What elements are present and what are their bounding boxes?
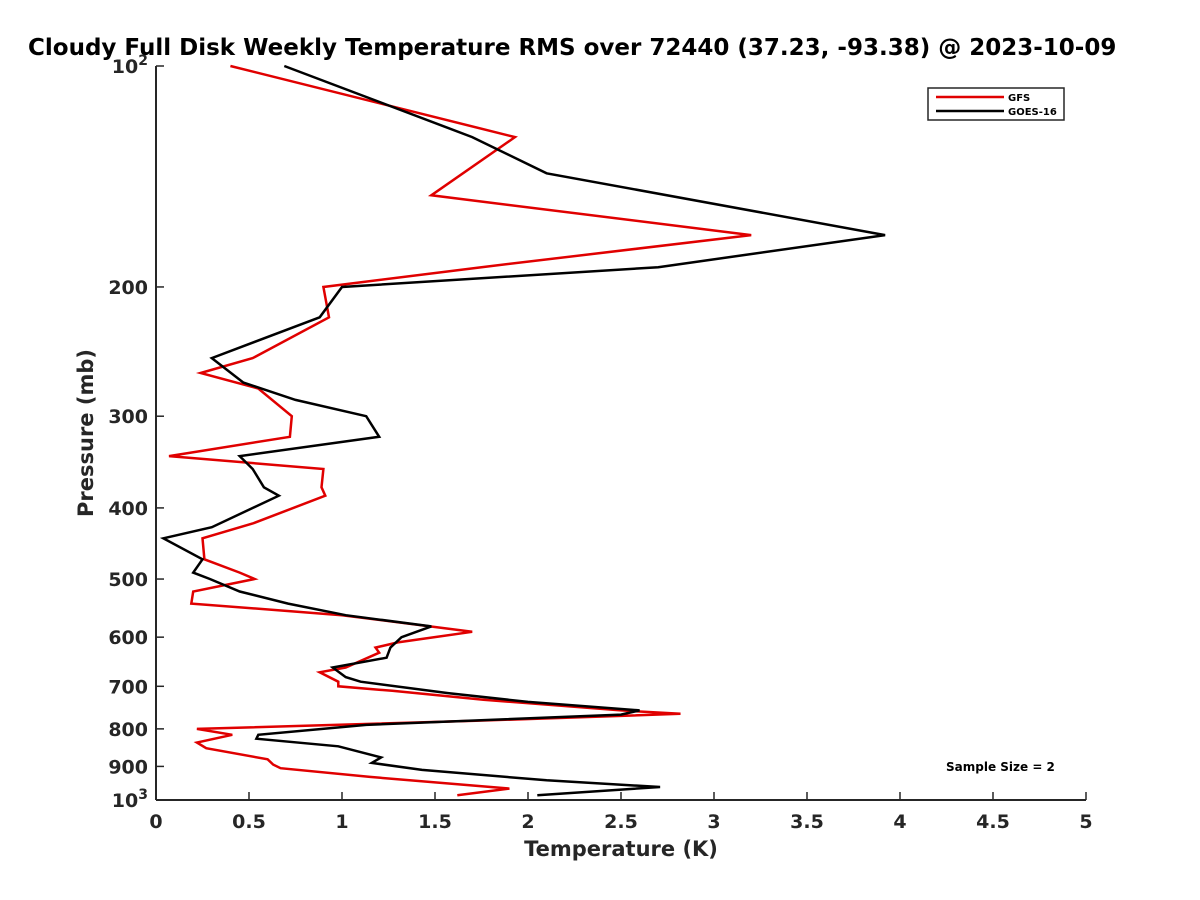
series-line-goes16: [159, 64, 886, 797]
legend-label-gfs: GFS: [1008, 93, 1030, 104]
y-tick-label: 800: [108, 719, 148, 741]
y-tick-label: 400: [108, 498, 148, 520]
y-tick-exponent: 3: [138, 787, 148, 803]
chart-title: Cloudy Full Disk Weekly Temperature RMS …: [28, 35, 1116, 61]
y-tick-label: 500: [108, 569, 148, 591]
x-axis-label: Temperature (K): [524, 837, 718, 861]
legend-box: [927, 87, 1065, 121]
y-tick-exponent: 2: [138, 53, 148, 69]
y-tick-base: 10: [112, 790, 138, 812]
legend: GFS GOES-16: [927, 87, 1065, 121]
legend-label-goes16: GOES-16: [1008, 107, 1057, 118]
sample-size-annotation: Sample Size = 2: [946, 760, 1055, 774]
x-axis-ticks: 0 0.5 1 1.5 2 2.5 3 3.5 4 4.5 5: [149, 792, 1093, 833]
y-tick-label: 300: [108, 406, 148, 428]
x-tick-label: 4: [893, 811, 906, 833]
x-tick-label: 2.5: [604, 811, 638, 833]
x-tick-label: 1: [335, 811, 348, 833]
series-line-gfs: [168, 64, 752, 797]
x-tick-label: 2: [521, 811, 534, 833]
y-tick-base: 10: [112, 56, 138, 78]
x-tick-label: 1.5: [418, 811, 452, 833]
x-tick-label: 0.5: [232, 811, 266, 833]
y-tick-label: 200: [108, 277, 148, 299]
x-tick-label: 3.5: [790, 811, 824, 833]
x-tick-label: 4.5: [976, 811, 1010, 833]
x-tick-label: 5: [1079, 811, 1092, 833]
y-tick-label: 103: [112, 787, 148, 812]
y-tick-label: 700: [108, 676, 148, 698]
y-tick-label: 102: [112, 53, 148, 78]
y-tick-label: 900: [108, 756, 148, 778]
x-tick-label: 3: [707, 811, 720, 833]
plot-area: [159, 64, 886, 797]
x-tick-label: 0: [149, 811, 162, 833]
y-tick-label: 600: [108, 627, 148, 649]
y-axis-label: Pressure (mb): [74, 349, 98, 517]
